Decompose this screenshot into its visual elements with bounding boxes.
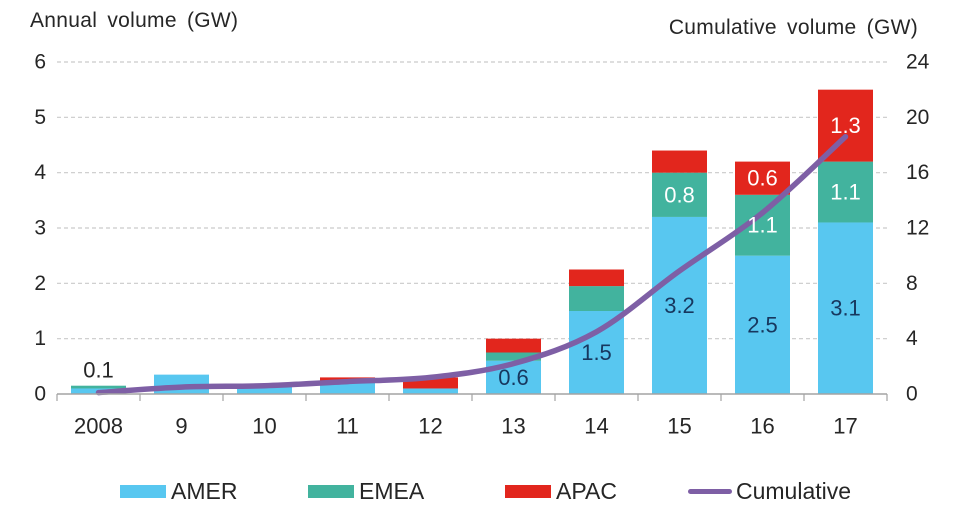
bar-segment-apac [403,377,458,389]
bar-segment-apac [569,269,624,287]
left-axis-tick-label: 2 [34,272,46,295]
legend-item-amer: AMER [120,476,237,506]
gridlines [57,61,887,340]
right-axis-tick-label: 8 [906,272,918,295]
cumulative-line-swatch-icon [688,488,732,494]
x-axis-category-label: 17 [833,414,857,439]
right-axis-tick-label: 24 [906,51,930,74]
legend-label: EMEA [359,477,425,504]
right-axis-tick-label: 20 [906,106,929,129]
left-axis-tick-label: 1 [34,327,46,350]
left-axis-tick-label: 6 [34,51,46,74]
bar-segment-amer [320,382,375,394]
left-axis-tick-label: 4 [34,161,46,184]
bar-segment-emea [818,161,873,223]
emea-swatch-icon [308,484,354,498]
cumulative-line [95,133,849,396]
apac-swatch-icon [505,484,551,498]
bar-segment-emea [652,172,707,217]
data-labels: 0.1 0.6 1.5 3.2 0.8 2.5 1.1 0.6 3.1 1.1 1.3 [83,113,861,390]
bar-segment-amer [735,255,790,394]
bar-segment-label: 0.8 [664,182,695,207]
x-axis-category-label: 2008 [74,414,123,439]
bar-segment-amer [237,385,292,394]
x-axis-category-label: 13 [501,414,525,439]
bar-total-label: 0.1 [83,358,114,383]
legend-label: AMER [171,477,238,504]
x-axis-category-label: 11 [336,414,359,439]
bar-segment-label: 2.5 [747,312,778,337]
legend-item-cumulative: Cumulative [688,476,851,506]
x-axis-category-label: 12 [418,414,442,439]
bar-segment-amer [403,388,458,394]
bar-segment-emea [71,385,126,389]
left-axis-tick-label: 5 [34,106,46,129]
cumulative-line-path [95,133,849,396]
right-axis-title: Cumulative volume (GW) [668,16,918,39]
legend-label: Cumulative [736,477,852,504]
bar-segment-emea [486,352,541,361]
bar-segment-label: 3.1 [830,296,861,321]
bar-segment-label: 1.1 [747,213,778,238]
bar-segment-label: 1.3 [830,113,861,138]
bar-segment-amer [818,222,873,394]
bar-segment-apac [486,338,541,353]
legend-label: APAC [556,477,617,504]
bar-segment-amer [569,311,624,394]
x-axis-category-label: 16 [750,414,774,439]
bar-segment-amer [652,216,707,394]
right-axis-tick-label: 0 [906,383,918,406]
bar-series [71,89,873,394]
bar-segment-apac [818,89,873,162]
right-axis-tick-label: 12 [906,217,929,240]
right-axis-tick-label: 4 [906,327,918,350]
legend-item-apac: APAC [505,476,617,506]
legend-item-emea: EMEA [308,476,424,506]
bar-segment-label: 1.5 [581,340,612,365]
x-axis-category-label: 9 [175,414,187,439]
x-axis-category-label: 15 [667,414,691,439]
left-axis-title: Annual volume (GW) [30,9,239,32]
amer-swatch-icon [120,484,166,498]
bar-segment-emea [569,286,624,311]
bar-segment-label: 0.6 [747,166,778,191]
x-axis-category-label: 14 [584,414,608,439]
chart-legend: AMER EMEA APAC Cumulative [0,476,956,508]
bar-segment-label: 0.6 [498,365,529,390]
left-axis-tick-label: 0 [34,383,46,406]
bar-segment-apac [652,150,707,173]
bar-segment-apac [735,161,790,195]
bar-segment-label: 3.2 [664,293,695,318]
x-axis-category-label: 10 [252,414,276,439]
right-axis-tick-label: 16 [906,161,929,184]
left-axis-tick-label: 3 [34,217,46,240]
bar-segment-label: 1.1 [830,180,861,205]
